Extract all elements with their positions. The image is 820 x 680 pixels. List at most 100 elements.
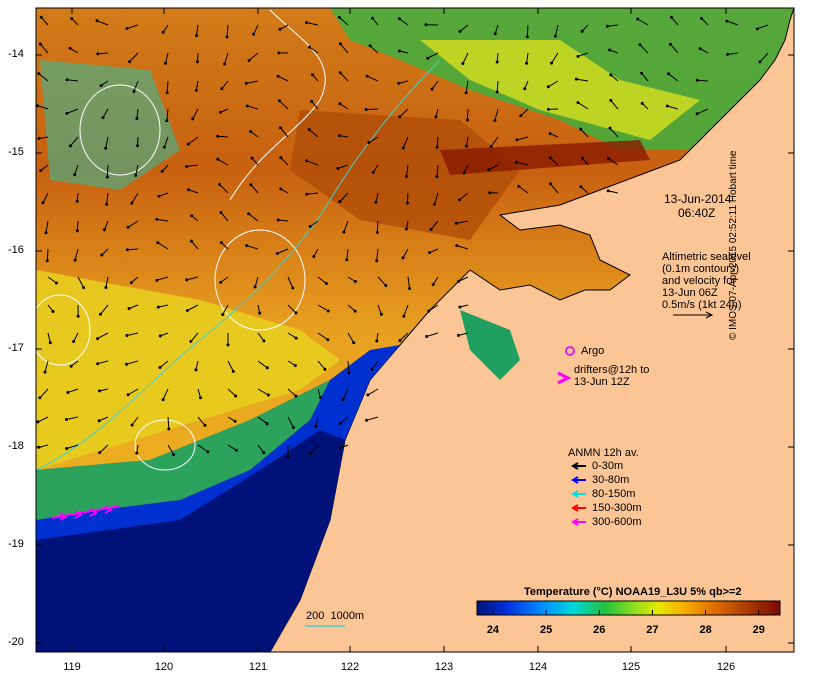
velocity-arrow-head (607, 156, 610, 160)
velocity-arrow (186, 276, 199, 281)
velocity-arrow-head (160, 169, 164, 173)
latitude-tick-label: -14 (8, 48, 24, 60)
velocity-arrow-head (338, 200, 342, 204)
velocity-arrow (102, 108, 109, 118)
velocity-arrow (376, 220, 379, 233)
velocity-arrow-head (579, 127, 583, 131)
velocity-arrow-head (276, 74, 280, 78)
velocity-arrow (757, 24, 769, 30)
velocity-arrow-head (426, 56, 430, 60)
velocity-arrow-head (293, 364, 297, 367)
velocity-arrow-head (398, 115, 402, 119)
velocity-arrow-head (127, 307, 131, 310)
velocity-arrow (317, 304, 329, 312)
velocity-arrow (526, 52, 529, 64)
velocity-arrow-head (464, 91, 468, 95)
velocity-arrow-head (167, 427, 171, 431)
deep-cold-water (36, 430, 345, 652)
longitude-tick-label: 121 (248, 661, 268, 673)
velocity-arrow (47, 332, 51, 343)
map-plot-area (29, 7, 795, 653)
velocity-arrow-head (405, 201, 409, 205)
anmn-depth-label: 300-600m (592, 516, 642, 528)
velocity-arrow (426, 332, 439, 337)
velocity-arrow (277, 75, 289, 82)
velocity-arrow-head (98, 389, 101, 393)
velocity-arrow-head (308, 45, 311, 49)
velocity-arrow-head (162, 145, 166, 149)
velocity-arrow (548, 80, 559, 88)
velocity-arrow (554, 24, 559, 37)
velocity-arrow (136, 108, 139, 119)
velocity-arrow-head (75, 229, 79, 233)
anmn-depth-arrow (571, 462, 586, 470)
velocity-arrow (697, 79, 709, 82)
velocity-arrow (339, 17, 349, 26)
velocity-arrow (696, 108, 709, 115)
velocity-arrow-head (66, 391, 70, 394)
velocity-arrow-head (352, 341, 356, 345)
colorbar-tick-label: 29 (752, 624, 765, 636)
velocity-arrow-head (223, 62, 227, 66)
latitude-tick-label: -15 (8, 146, 24, 158)
velocity-arrow (526, 24, 529, 37)
velocity-arrow (74, 248, 79, 261)
velocity-arrow-head (397, 17, 401, 21)
velocity-arrow-head (249, 130, 253, 133)
velocity-arrow-head (135, 117, 139, 120)
velocity-arrow-head (435, 145, 439, 149)
velocity-arrow-head (286, 455, 290, 459)
velocity-arrow (105, 276, 109, 288)
velocity-arrow (309, 46, 319, 54)
velocity-scale-arrow (673, 311, 714, 319)
velocity-arrow (377, 276, 387, 286)
velocity-arrow-head (128, 60, 132, 64)
velocity-arrow (257, 332, 265, 342)
velocity-arrow-head (44, 231, 48, 235)
velocity-arrow (254, 276, 259, 288)
velocity-arrow (463, 164, 469, 174)
anmn-title: ANMN 12h av. (568, 447, 639, 459)
colorbar-tick-label: 24 (486, 624, 500, 636)
map-time: 06:40Z (678, 206, 716, 220)
velocity-arrow-head (314, 424, 318, 428)
velocity-arrow-head (41, 201, 45, 205)
velocity-arrow-head (252, 32, 256, 36)
velocity-arrow (347, 332, 355, 343)
velocity-arrow (106, 192, 109, 205)
velocity-arrow (166, 108, 169, 121)
velocity-arrow (190, 332, 199, 342)
velocity-arrow-head (398, 49, 401, 53)
velocity-arrow (97, 360, 109, 365)
bathymetry-contour (35, 59, 441, 471)
velocity-arrow-head (458, 29, 462, 33)
velocity-arrow (428, 304, 439, 312)
velocity-arrow (217, 135, 229, 138)
velocity-arrow-head (262, 451, 266, 455)
velocity-arrow (278, 219, 289, 222)
longitude-tick-label: 125 (621, 661, 641, 673)
velocity-arrow-head (48, 341, 52, 345)
velocity-arrow-head (130, 201, 134, 205)
velocity-arrow (167, 444, 175, 455)
altimetry-line: (0.1m contours) (662, 263, 740, 275)
velocity-arrow (494, 24, 499, 34)
velocity-arrow (639, 44, 649, 54)
velocity-arrow-head (226, 343, 230, 347)
velocity-arrow-head (161, 30, 165, 34)
velocity-arrow-head (548, 132, 552, 136)
velocity-arrow-head (233, 419, 237, 423)
velocity-arrow-head (338, 102, 342, 106)
dark-warm-core (290, 110, 520, 240)
velocity-arrow (427, 52, 439, 59)
anmn-depth-label: 0-30m (592, 460, 624, 472)
velocity-arrow (71, 18, 79, 26)
anmn-depth-arrow (571, 504, 586, 512)
velocity-arrow (375, 192, 379, 203)
velocity-arrow (607, 24, 619, 27)
velocity-arrow-head (99, 84, 103, 88)
velocity-arrow-head (51, 310, 55, 313)
velocity-arrow-head (638, 43, 642, 47)
imos-credit: © IMOS 07-Apr-2015 02:52:11 Hobart time (728, 150, 739, 341)
altimetry-line: 0.5m/s (1kt 24h) (662, 299, 742, 311)
